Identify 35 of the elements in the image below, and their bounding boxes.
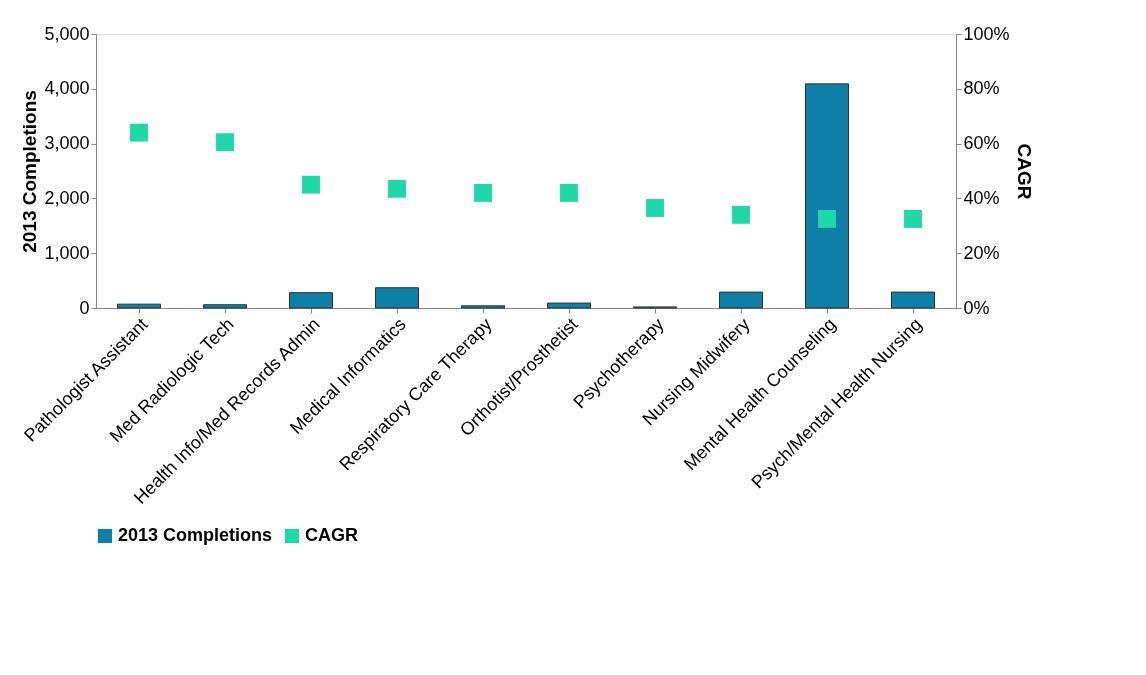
y2-tick-label: 40% — [963, 187, 1000, 208]
point — [560, 183, 578, 202]
y2-tick-label: 20% — [963, 242, 1000, 263]
point — [216, 133, 234, 152]
y2-tick-label: 0% — [963, 297, 990, 318]
bar — [375, 287, 419, 309]
y-tick-label: 4,000 — [44, 78, 90, 99]
bar — [719, 291, 763, 309]
y2-axis-title: CAGR — [1013, 143, 1035, 200]
bar — [805, 83, 849, 309]
y2-tick-label: 100% — [963, 23, 1010, 44]
legend-label: CAGR — [305, 525, 358, 545]
bar — [547, 302, 591, 309]
point — [818, 210, 836, 228]
point — [732, 205, 750, 224]
y-tick-label: 3,000 — [44, 133, 90, 154]
bar — [289, 292, 333, 309]
y-tick-label: 2,000 — [44, 187, 90, 208]
point — [388, 179, 406, 198]
point — [474, 183, 492, 202]
y-tick-label: 1,000 — [44, 242, 90, 263]
bar — [117, 303, 161, 309]
point — [904, 210, 922, 228]
bar — [891, 291, 935, 309]
point — [302, 175, 320, 194]
y-tick-label: 5,000 — [44, 23, 90, 44]
bar — [461, 305, 505, 309]
point — [130, 123, 148, 142]
y-tick-label: 0 — [79, 297, 90, 318]
point — [646, 199, 664, 217]
y2-tick-label: 60% — [963, 133, 1000, 154]
legend-label: 2013 Completions — [118, 525, 273, 545]
bar — [203, 304, 247, 309]
y2-tick-label: 80% — [963, 78, 1000, 99]
y-axis-title: 2013 Completions — [19, 90, 41, 253]
